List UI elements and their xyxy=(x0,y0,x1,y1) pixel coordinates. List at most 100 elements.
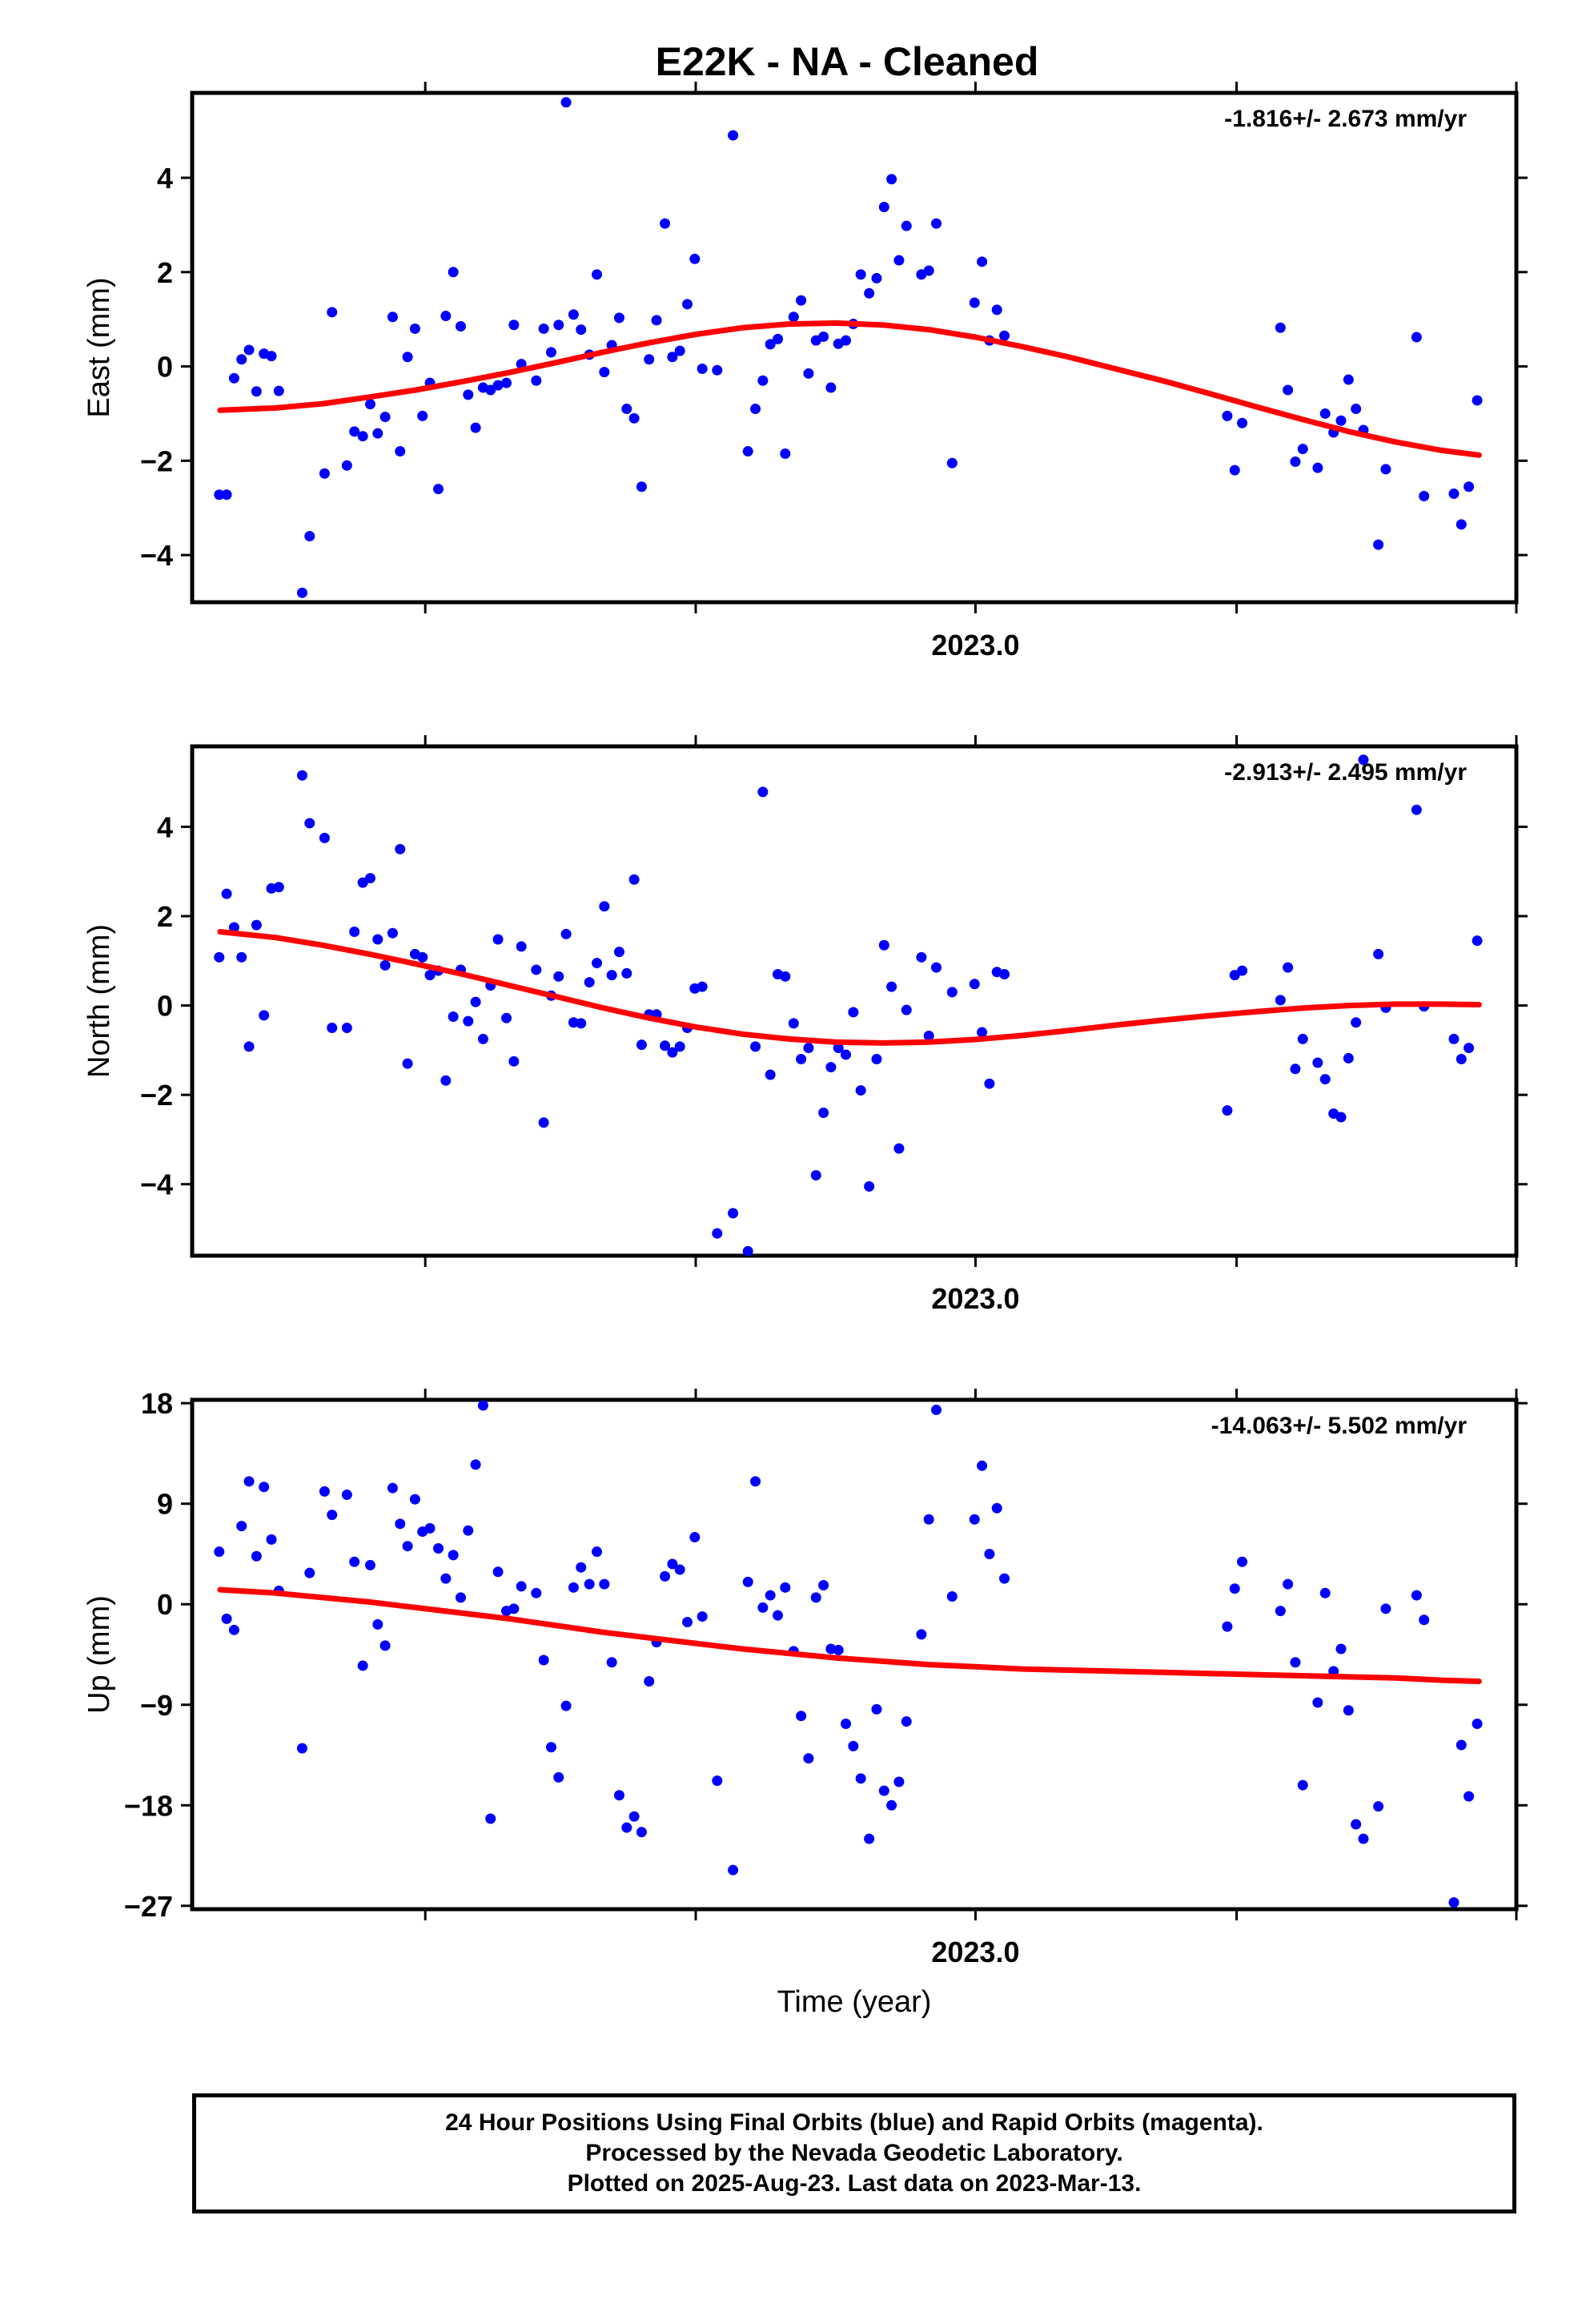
east-data-point xyxy=(697,364,708,374)
north-data-point xyxy=(424,970,436,981)
east-data-point xyxy=(796,295,807,306)
up-data-point xyxy=(243,1476,255,1487)
east-data-point xyxy=(931,218,942,229)
north-data-point xyxy=(417,951,428,963)
east-data-point xyxy=(228,372,239,384)
east-data-point xyxy=(395,446,406,457)
north-data-point xyxy=(1283,962,1294,973)
east-data-point xyxy=(878,202,889,213)
up-data-point xyxy=(977,1460,988,1471)
up-data-point xyxy=(266,1534,277,1545)
east-data-point xyxy=(341,460,352,471)
east-data-point xyxy=(1351,404,1362,415)
east-data-point xyxy=(1312,462,1323,473)
up-data-point xyxy=(689,1532,701,1543)
north-data-point xyxy=(796,1054,807,1065)
east-data-point xyxy=(788,312,799,323)
up-data-point xyxy=(508,1603,520,1614)
up-data-point xyxy=(1335,1643,1347,1655)
up-data-point xyxy=(969,1514,980,1525)
east-ytick-label: 4 xyxy=(157,162,173,195)
up-data-point xyxy=(214,1546,225,1558)
north-data-point xyxy=(584,977,595,988)
east-data-point xyxy=(304,531,315,542)
north-data-point xyxy=(728,1208,739,1219)
up-data-point xyxy=(810,1592,821,1603)
up-data-point xyxy=(424,1522,436,1534)
north-data-point xyxy=(1237,965,1248,976)
north-data-point xyxy=(697,981,708,992)
north-data-point xyxy=(531,964,542,975)
up-data-point xyxy=(644,1675,655,1687)
north-data-point xyxy=(508,1055,520,1067)
north-data-point xyxy=(379,959,391,971)
up-data-point xyxy=(485,1813,496,1824)
north-data-point xyxy=(780,971,791,982)
up-data-point xyxy=(1380,1603,1391,1614)
up-data-point xyxy=(1229,1583,1240,1594)
east-data-point xyxy=(689,253,701,264)
north-data-point xyxy=(1275,995,1286,1006)
up-ytick-label: −27 xyxy=(124,1890,173,1923)
east-data-point xyxy=(531,375,542,386)
east-plot-frame xyxy=(190,90,1519,605)
up-data-point xyxy=(893,1776,905,1787)
up-data-point xyxy=(448,1550,459,1561)
north-data-point xyxy=(395,843,406,854)
north-data-point xyxy=(667,1047,678,1058)
up-data-point xyxy=(765,1590,776,1601)
up-data-point xyxy=(492,1566,504,1578)
north-data-point xyxy=(599,901,610,912)
up-data-point xyxy=(682,1617,693,1628)
north-data-point xyxy=(470,996,481,1007)
up-data-point xyxy=(1351,1819,1362,1830)
north-data-point xyxy=(788,1018,799,1029)
up-data-point xyxy=(538,1655,549,1666)
east-data-point xyxy=(409,323,420,334)
north-data-point xyxy=(712,1228,723,1239)
east-data-point xyxy=(357,431,368,442)
east-data-point xyxy=(470,422,481,433)
north-data-point xyxy=(621,967,632,979)
north-data-point xyxy=(553,971,564,982)
north-data-point xyxy=(349,927,360,938)
north-data-point xyxy=(977,1027,988,1038)
up-data-point xyxy=(1275,1606,1286,1617)
up-fit-curve xyxy=(217,1586,1482,1684)
up-data-point xyxy=(833,1644,844,1655)
up-data-point xyxy=(1373,1801,1384,1812)
east-data-point xyxy=(1464,481,1475,493)
up-plot-frame xyxy=(190,1397,1519,1912)
east-data-point xyxy=(1456,519,1467,530)
north-data-point xyxy=(825,1062,837,1073)
east-data-point xyxy=(728,130,739,141)
north-data-point xyxy=(492,934,504,945)
north-data-point xyxy=(742,1245,753,1256)
up-data-point xyxy=(1237,1556,1248,1567)
east-data-point xyxy=(1222,410,1233,421)
up-data-point xyxy=(931,1405,942,1416)
north-data-point xyxy=(810,1170,821,1181)
north-ytick-label: 2 xyxy=(157,900,173,933)
caption-line-dates: Plotted on 2025-Aug-23. Last data on 202… xyxy=(567,2170,1142,2197)
up-data-point xyxy=(796,1711,807,1722)
north-y-axis-label: North (mm) xyxy=(82,924,116,1078)
up-data-point xyxy=(1358,1833,1369,1844)
east-data-point xyxy=(364,399,375,410)
north-data-point xyxy=(674,1041,685,1052)
north-data-point xyxy=(855,1085,866,1096)
east-data-point xyxy=(621,404,632,415)
east-data-point xyxy=(1237,417,1248,428)
north-data-point xyxy=(327,1022,338,1033)
east-data-point xyxy=(886,174,897,185)
east-ytick-label: −2 xyxy=(140,444,173,477)
up-data-point xyxy=(228,1624,239,1635)
up-data-point xyxy=(636,1827,647,1838)
north-data-point xyxy=(606,970,617,981)
up-data-point xyxy=(402,1541,413,1552)
north-data-point xyxy=(1351,1017,1362,1028)
up-data-point xyxy=(364,1559,375,1570)
north-data-point xyxy=(878,939,889,951)
north-data-point xyxy=(1297,1033,1308,1044)
north-ytick-label: 0 xyxy=(157,990,173,1023)
